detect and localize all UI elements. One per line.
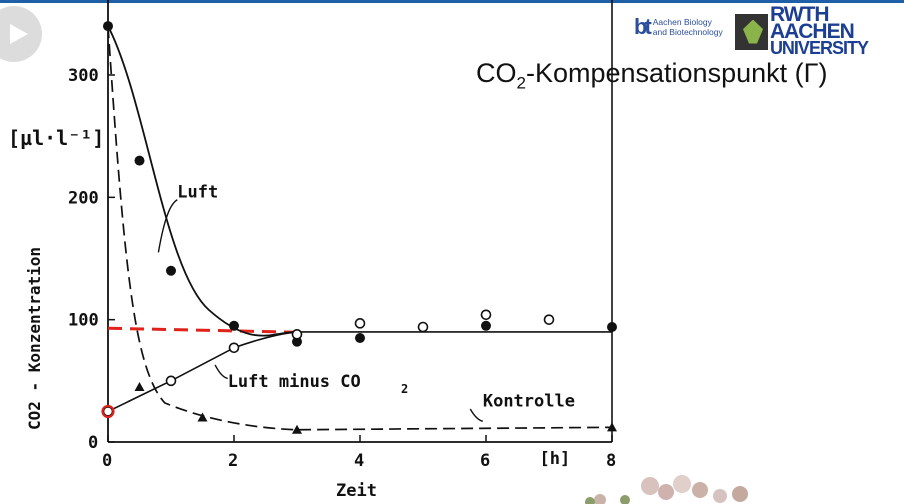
x-tick-label: 8 [606, 451, 616, 471]
rwth-logo-line1: RWTH AACHEN [769, 3, 855, 43]
luft-point [229, 320, 239, 331]
aachen-biology-logo: bt Aachen Biology and Biotechnology [634, 14, 723, 40]
series-kontrolle-line [107, 26, 613, 431]
kontrolle-point [292, 424, 302, 434]
series-label-luft-minus-co2: Luft minus CO [228, 372, 361, 392]
series-label-luft: Luft [177, 182, 218, 202]
luft-minus-leader [214, 364, 228, 380]
kontrolle-leader [469, 408, 484, 422]
x-tick-label: 0 [102, 451, 112, 471]
y-tick-label: 100 [68, 311, 99, 331]
x-tick-label: 2 [228, 451, 238, 471]
luft-point [355, 333, 365, 344]
highlight-point [101, 404, 115, 419]
luft-point [292, 336, 302, 347]
kontrolle-point [607, 422, 617, 432]
slide-title: CO2-Kompensationspunkt (Γ) [476, 58, 828, 93]
series-label-kontrolle: Kontrolle [483, 392, 575, 412]
luft-minus-co2-point [417, 321, 429, 333]
series-label-subscript: 2 [401, 382, 408, 396]
x-tick-label: 6 [480, 451, 490, 471]
logo-bt-line2: and Biotechnology [652, 27, 723, 37]
flower-image [585, 475, 748, 504]
y-axis-label: CO2 - Konzentration [25, 247, 44, 430]
x-tick-label: 4 [354, 451, 364, 471]
y-tick-label: 200 [68, 188, 99, 208]
luft-point [481, 320, 491, 331]
luft-point [166, 265, 176, 276]
y-unit-label: [µl·l⁻¹] [8, 126, 104, 150]
luft-point [103, 21, 113, 32]
rwth-logo: RWTH AACHEN UNIVERSITY [735, 3, 904, 58]
series-luft-line [107, 25, 298, 337]
luft-minus-co2-point [480, 309, 492, 321]
rwth-emblem-icon [735, 13, 768, 50]
luft-point [134, 155, 145, 166]
red-dashed-line [107, 326, 298, 334]
rwth-logo-line2: UNIVERSITY [769, 38, 869, 58]
kontrolle-point [197, 412, 208, 422]
kontrolle-point [134, 381, 145, 391]
x-axis-label: Zeit [336, 481, 377, 501]
y-tick-label: 0 [88, 433, 98, 453]
play-icon [10, 24, 28, 44]
y-tick-label: 300 [68, 66, 99, 86]
luft-minus-co2-point [291, 329, 303, 340]
x-unit-label: [h] [540, 449, 571, 469]
luft-point [607, 322, 617, 333]
top-accent-bar [0, 0, 904, 3]
luft-minus-co2-point [228, 342, 240, 354]
luft-minus-co2-point [354, 318, 366, 329]
luft-minus-co2-point [543, 314, 555, 325]
luft-minus-co2-point [165, 375, 177, 387]
luft-leader [157, 199, 178, 253]
bt-logo-mark: bt [634, 14, 652, 39]
logo-bt-line1: Aachen Biology [652, 17, 712, 27]
